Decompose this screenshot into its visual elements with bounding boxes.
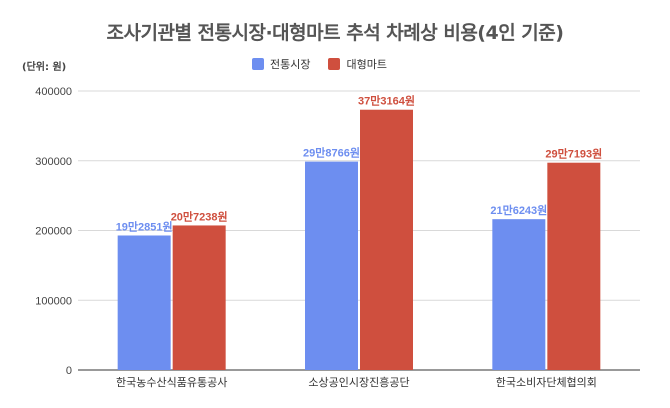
data-label: 29만8766원: [303, 146, 360, 160]
y-tick-label: 300000: [35, 156, 72, 168]
bar-traditional-market: [117, 235, 171, 370]
y-tick-label: 400000: [35, 86, 72, 98]
legend: 전통시장 대형마트: [252, 56, 387, 72]
bar-hypermarket: [172, 225, 226, 370]
chart-title: 조사기관별 전통시장·대형마트 추석 차례상 비용(4인 기준): [106, 22, 564, 44]
legend-item-traditional-market: 전통시장: [252, 56, 310, 72]
unit-label: (단위: 원): [22, 62, 67, 73]
bar-hypermarket: [547, 162, 601, 370]
data-label: 20만7238원: [171, 209, 228, 223]
legend-swatch-traditional-market: [252, 58, 264, 70]
y-tick-label: 200000: [35, 226, 72, 238]
legend-swatch-hypermarket: [328, 58, 341, 70]
x-tick-label: 한국소비자단체협의회: [496, 376, 597, 389]
legend-item-hypermarket: 대형마트: [328, 56, 387, 72]
bar-traditional-market: [492, 219, 546, 370]
legend-label-hypermarket: 대형마트: [346, 58, 387, 71]
data-label: 21만6243원: [490, 203, 547, 217]
x-tick-label: 한국농수산식품유통공사: [116, 376, 227, 389]
y-tick-label: 0: [66, 365, 72, 377]
bar-traditional-market: [305, 161, 358, 370]
x-tick-label: 소상공인시장진흥공단: [308, 375, 409, 389]
bar-hypermarket: [360, 109, 413, 370]
data-label: 29만7193원: [545, 147, 602, 161]
data-label: 37만3164원: [358, 94, 415, 108]
y-tick-label: 100000: [35, 295, 72, 307]
legend-label-traditional-market: 전통시장: [270, 58, 311, 71]
data-label: 19만2851원: [116, 219, 173, 233]
